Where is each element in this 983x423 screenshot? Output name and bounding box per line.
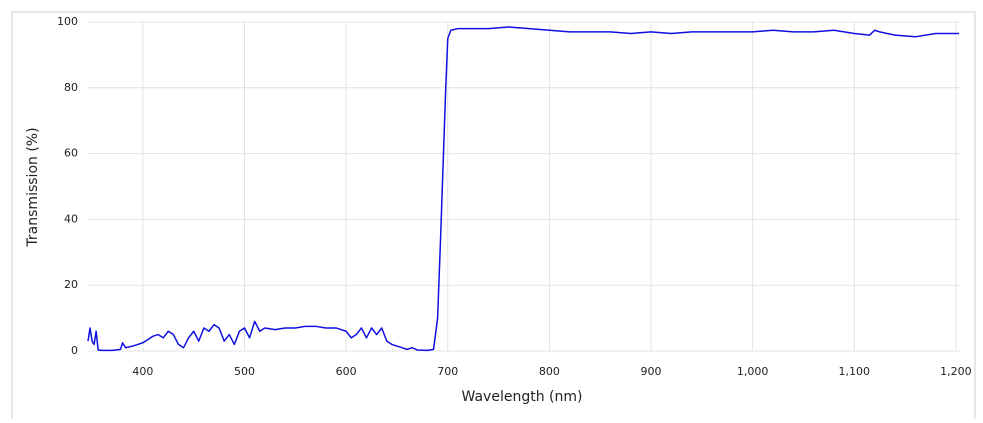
y-axis-title: Transmission (%) bbox=[25, 127, 41, 247]
x-tick-label: 700 bbox=[437, 365, 458, 378]
data-line bbox=[87, 26, 959, 352]
x-tick-label: 500 bbox=[234, 365, 255, 378]
y-tick-label: 100 bbox=[57, 15, 78, 28]
y-tick-label: 0 bbox=[71, 344, 78, 357]
x-tick-label: 1,200 bbox=[940, 365, 972, 378]
x-tick-label: 600 bbox=[336, 365, 357, 378]
x-tick-label: 400 bbox=[132, 365, 153, 378]
x-tick-label: 800 bbox=[539, 365, 560, 378]
x-tick-label: 1,000 bbox=[737, 365, 769, 378]
x-tick-label: 900 bbox=[641, 365, 662, 378]
x-axis-title: Wavelength (nm) bbox=[462, 389, 583, 405]
x-tick-label: 1,100 bbox=[839, 365, 871, 378]
y-tick-label: 40 bbox=[64, 212, 78, 225]
y-tick-label: 20 bbox=[64, 278, 78, 291]
y-tick-label: 80 bbox=[64, 81, 78, 94]
chart-frame bbox=[11, 11, 976, 423]
y-tick-label: 60 bbox=[64, 147, 78, 160]
